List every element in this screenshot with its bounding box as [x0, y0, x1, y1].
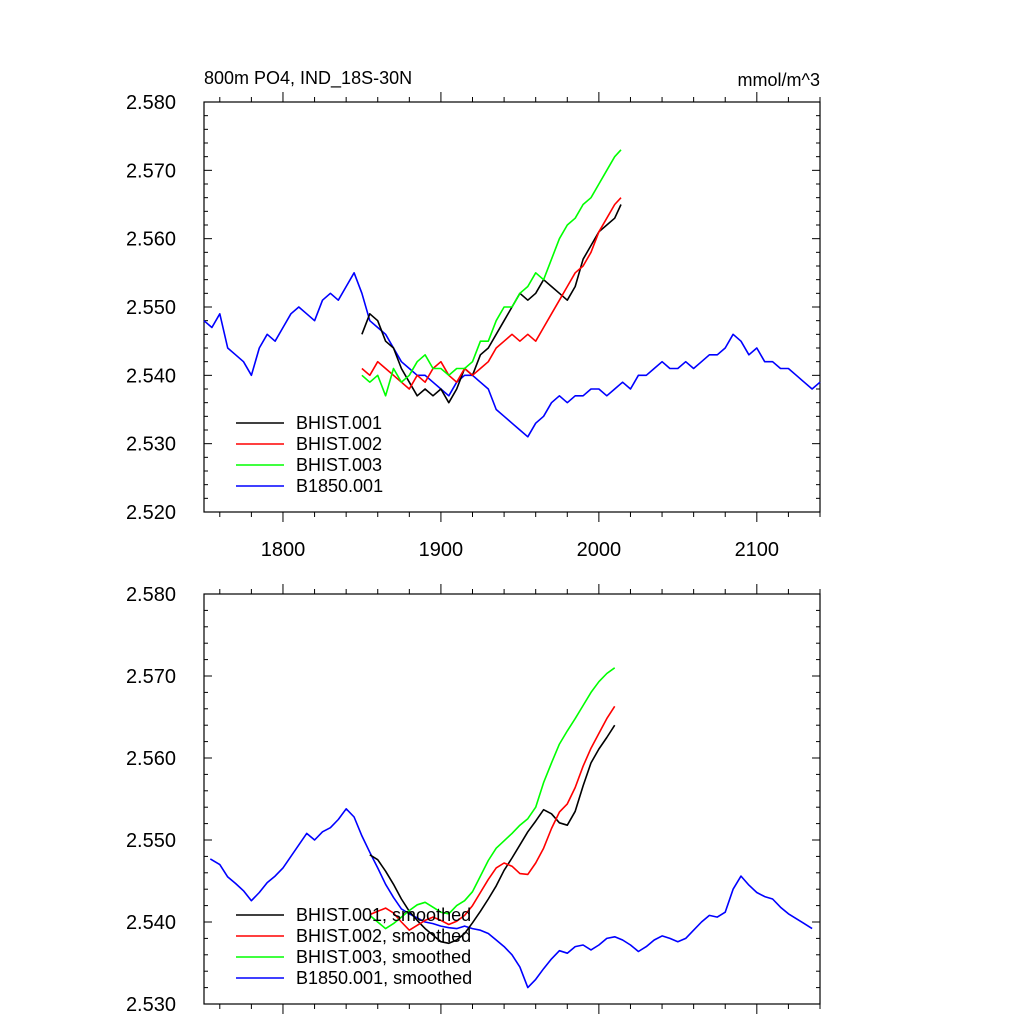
x-tick-label: 1800: [261, 539, 306, 561]
series-line-4: [209, 807, 813, 989]
legend-label: BHIST.003, smoothed: [296, 947, 471, 967]
y-tick-label: 2.580: [126, 584, 176, 606]
y-tick-label: 2.520: [126, 502, 176, 524]
series-line-4: [203, 271, 821, 438]
y-tick-label: 2.550: [126, 830, 176, 852]
units-label: mmol/m^3: [738, 70, 820, 90]
legend-label: B1850.001: [296, 476, 383, 496]
series-line-3: [369, 667, 616, 930]
legend-label: BHIST.002, smoothed: [296, 926, 471, 946]
y-tick-label: 2.580: [126, 92, 176, 114]
legend-label: B1850.001, smoothed: [296, 968, 472, 988]
y-tick-labels: 2.520 2.530 2.540 2.550 2.560 2.570 2.580: [126, 92, 176, 524]
y-tick-label: 2.530: [126, 434, 176, 456]
y-tick-label: 2.550: [126, 297, 176, 319]
axis-ticks: [204, 92, 821, 522]
bottom-panel: 2.530 2.540 2.550 2.560 2.570 2.580 BHIST.001…: [126, 584, 821, 1016]
series-line-1: [369, 724, 616, 945]
series-line-1: [361, 204, 622, 404]
legend-label: BHIST.003: [296, 455, 382, 475]
x-tick-labels: 1800 1900 2000 2100: [261, 539, 779, 561]
series-line-2: [369, 705, 616, 932]
series-lines: [203, 149, 821, 438]
y-tick-label: 2.570: [126, 666, 176, 688]
y-tick-label: 2.560: [126, 748, 176, 770]
legend-label: BHIST.002: [296, 434, 382, 454]
series-lines: [209, 667, 813, 989]
plot-frame: [203, 593, 821, 1005]
axis-ticks: [204, 584, 821, 1014]
chart-title: 800m PO4, IND_18S-30N: [204, 68, 412, 89]
legend-label: BHIST.001: [296, 413, 382, 433]
y-tick-label: 2.530: [126, 994, 176, 1016]
series-line-3: [361, 149, 622, 397]
y-tick-label: 2.570: [126, 160, 176, 182]
series-line-2: [361, 197, 622, 390]
x-tick-label: 2100: [735, 539, 780, 561]
y-tick-label: 2.540: [126, 912, 176, 934]
top-panel: 800m PO4, IND_18S-30N mmol/m^3 2.520 2.53…: [126, 68, 821, 561]
legend-label: BHIST.001, smoothed: [296, 905, 471, 925]
x-tick-label: 1900: [419, 539, 464, 561]
y-tick-label: 2.560: [126, 229, 176, 251]
y-tick-label: 2.540: [126, 365, 176, 387]
y-tick-labels: 2.530 2.540 2.550 2.560 2.570 2.580: [126, 584, 176, 1016]
x-tick-label: 2000: [577, 539, 622, 561]
